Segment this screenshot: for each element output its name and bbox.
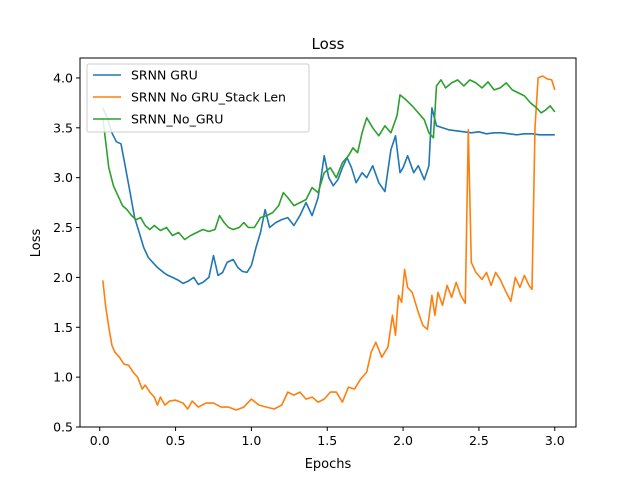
plot-area	[79, 57, 577, 428]
series-line-srnn-gru	[102, 107, 555, 286]
legend: SRNN GRU SRNN No GRU_Stack Len SRNN_No_G…	[86, 63, 310, 133]
x-tick-label: 1.5	[317, 433, 337, 448]
x-tick-label: 3.0	[545, 433, 565, 448]
legend-box	[86, 63, 310, 133]
series-lines	[102, 75, 556, 411]
y-tick-label: 0.5	[53, 420, 73, 435]
y-axis-label: Loss	[29, 229, 44, 258]
x-tick-label: 2.5	[469, 433, 489, 448]
x-tick-label: 1.0	[241, 433, 261, 448]
series-line-srnn-no-gru-stack-len	[102, 75, 556, 411]
y-tick-label: 1.5	[53, 320, 73, 335]
series-line-srnn-no-gru	[102, 79, 556, 241]
y-tick-label: 2.5	[53, 220, 73, 235]
x-axis-label: Epochs	[305, 457, 352, 472]
legend-label-srnn-gru: SRNN GRU	[131, 68, 198, 83]
x-tick-label: 2.0	[393, 433, 413, 448]
y-tick-label: 1.0	[53, 370, 73, 385]
legend-label-srnn-no-gru-stack-len: SRNN No GRU_Stack Len	[131, 90, 286, 105]
y-tick-label: 3.5	[53, 120, 73, 135]
y-tick-label: 3.0	[53, 170, 73, 185]
x-tick-label: 0.0	[90, 433, 110, 448]
y-tick-label: 2.0	[53, 270, 73, 285]
y-tick-label: 4.0	[53, 70, 73, 85]
x-tick-label: 0.5	[166, 433, 186, 448]
chart-title: Loss	[312, 35, 345, 53]
legend-label-srnn-no-gru: SRNN_No_GRU	[131, 112, 223, 127]
y-axis-ticks: 0.5 1.0 1.5 2.0 2.5 3.0 3.5 4.0	[53, 70, 80, 435]
x-axis-ticks: 0.0 0.5 1.0 1.5 2.0 2.5 3.0	[90, 427, 565, 448]
